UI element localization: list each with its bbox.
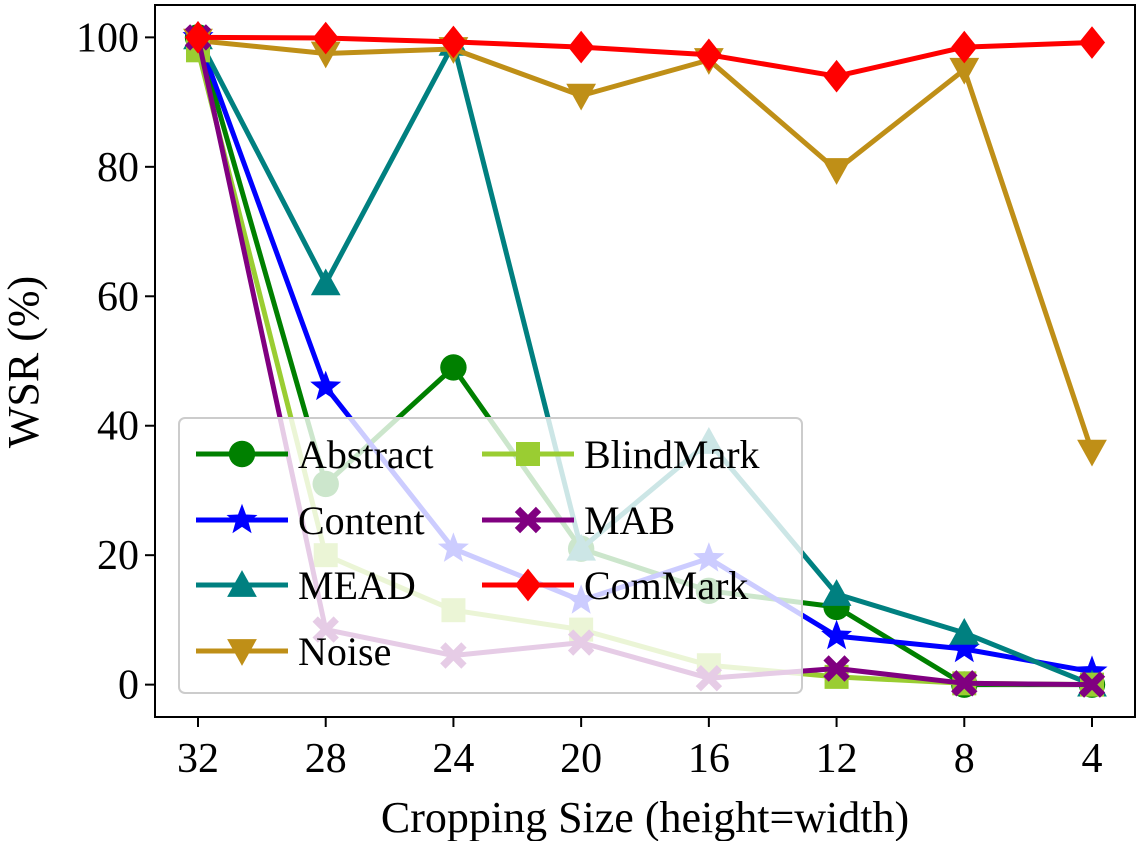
legend-label: BlindMark bbox=[584, 432, 760, 477]
data-point bbox=[1078, 671, 1106, 698]
series-noise bbox=[183, 28, 1107, 467]
data-point bbox=[951, 30, 978, 64]
y-tick-label: 80 bbox=[97, 145, 139, 191]
legend-entry-commark: ComMark bbox=[482, 563, 748, 608]
x-axis-title: Cropping Size (height=width) bbox=[381, 793, 909, 841]
data-point bbox=[568, 30, 595, 64]
legend: Abstract Content MEAD Noise BlindMark MAB ComM… bbox=[178, 417, 803, 694]
data-point bbox=[821, 619, 853, 650]
y-tick-label: 60 bbox=[97, 274, 139, 320]
data-point bbox=[310, 41, 341, 69]
y-axis-title: WSR (%) bbox=[0, 276, 48, 448]
series-commark bbox=[184, 21, 1106, 93]
data-point bbox=[821, 158, 852, 185]
legend-entry-mead: MEAD bbox=[196, 563, 416, 608]
legend-label: ComMark bbox=[584, 563, 748, 608]
legend-marker bbox=[514, 506, 542, 534]
x-tick-label: 4 bbox=[1082, 736, 1103, 782]
series-line bbox=[197, 38, 1095, 453]
legend-marker bbox=[516, 442, 540, 466]
x-tick-label: 28 bbox=[305, 736, 347, 782]
legend-label: Content bbox=[298, 498, 425, 543]
x-tick-label: 8 bbox=[954, 736, 975, 782]
data-point bbox=[310, 268, 341, 296]
x-tick-label: 16 bbox=[688, 736, 730, 782]
y-tick-label: 0 bbox=[118, 663, 139, 709]
data-point bbox=[440, 25, 467, 59]
legend-entry-noise: Noise bbox=[196, 629, 391, 674]
data-point bbox=[566, 83, 597, 111]
data-point bbox=[821, 579, 852, 606]
legend-marker bbox=[228, 440, 256, 468]
data-point bbox=[184, 21, 212, 54]
x-tick-label: 20 bbox=[560, 736, 602, 782]
legend-label: MEAD bbox=[298, 563, 416, 608]
plot-frame bbox=[154, 4, 1136, 718]
data-point bbox=[1078, 26, 1106, 59]
data-point bbox=[948, 632, 980, 663]
data-point bbox=[440, 354, 467, 381]
x-tick-label: 12 bbox=[816, 736, 858, 782]
legend-frame bbox=[178, 417, 803, 694]
legend-entry-blindmark: BlindMark bbox=[482, 432, 760, 477]
data-point bbox=[823, 655, 850, 682]
data-point bbox=[1077, 439, 1107, 467]
data-point bbox=[310, 370, 342, 401]
legend-entry-content: Content bbox=[196, 498, 425, 543]
legend-label: MAB bbox=[584, 498, 675, 543]
legend-label: Noise bbox=[298, 629, 391, 674]
y-tick-label: 20 bbox=[97, 533, 139, 579]
legend-marker bbox=[514, 568, 542, 602]
legend-entry-mab: MAB bbox=[482, 498, 675, 543]
data-point bbox=[951, 670, 978, 697]
legend-marker bbox=[227, 639, 257, 666]
data-point bbox=[695, 38, 722, 72]
x-tick-label: 24 bbox=[432, 736, 474, 782]
legend-entry-abstract: Abstract bbox=[196, 432, 434, 477]
y-tick-label: 100 bbox=[76, 15, 139, 61]
legend-marker bbox=[227, 570, 257, 597]
legend-marker bbox=[226, 503, 258, 534]
x-tick-label: 32 bbox=[177, 736, 219, 782]
y-tick-label: 40 bbox=[97, 404, 139, 450]
data-point bbox=[823, 59, 850, 93]
data-point bbox=[949, 57, 980, 85]
data-point bbox=[949, 617, 980, 645]
series-line bbox=[197, 34, 1093, 79]
legend-label: Abstract bbox=[298, 432, 434, 477]
data-point bbox=[312, 21, 339, 55]
